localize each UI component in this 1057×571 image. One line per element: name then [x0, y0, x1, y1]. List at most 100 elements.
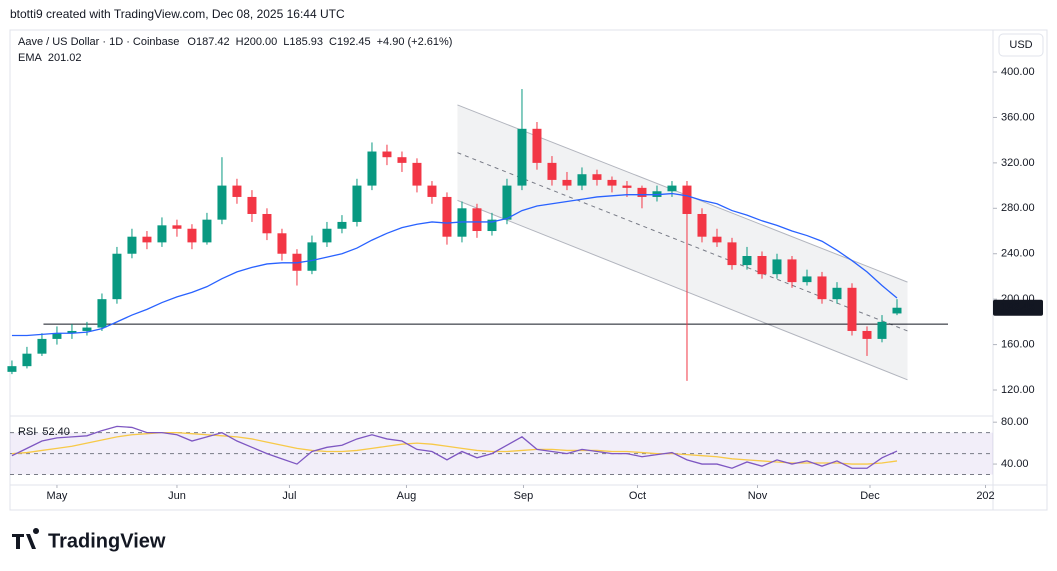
candle-body: [877, 321, 887, 339]
x-tick-label: May: [47, 490, 68, 502]
x-tick-label: Jul: [282, 490, 296, 502]
candle-body: [247, 196, 257, 214]
candle-body: [682, 185, 692, 214]
candle-body: [667, 185, 677, 192]
candle-body: [352, 185, 362, 222]
ohlc-letter: O: [187, 36, 196, 48]
logo-mark: [12, 527, 40, 549]
candle-body: [832, 287, 842, 300]
y-tick-label: 320.00: [1001, 157, 1035, 169]
currency-button[interactable]: [998, 33, 1044, 57]
candle-body: [262, 213, 272, 234]
ohlc-letter: H: [236, 36, 244, 48]
ema-name: EMA: [18, 52, 43, 64]
frame: [9, 29, 1048, 511]
candle-body: [757, 256, 767, 275]
candle-body: [502, 185, 512, 220]
ohlc-letter: C: [329, 36, 337, 48]
candle-body: [727, 242, 737, 266]
y-tick-label: 240.00: [1001, 248, 1035, 260]
candle-body: [607, 179, 617, 186]
channel-mid: [457, 152, 908, 332]
x-tick-label: Oct: [629, 490, 646, 502]
candle-body: [862, 330, 872, 339]
rsi-value: 52.40: [42, 426, 70, 438]
rsi-name: RSI: [18, 426, 36, 438]
candle-body: [277, 233, 287, 254]
y-tick-label: 400.00: [1001, 66, 1035, 78]
credit: btotti9 created with TradingView.com, De…: [10, 7, 345, 21]
candle-body: [127, 236, 137, 254]
candle-body: [487, 219, 497, 232]
candle-body: [892, 307, 902, 314]
candle-body: [562, 179, 572, 186]
candle-body: [202, 219, 212, 243]
candle-body: [52, 333, 62, 339]
candle-body: [592, 174, 602, 180]
candle-body: [847, 287, 857, 331]
channel-fill: [457, 104, 908, 380]
change: +4.90 (+2.61%): [377, 36, 453, 48]
candle-body: [172, 225, 182, 229]
candle-body: [412, 162, 422, 186]
brand-name: TradingView: [48, 530, 166, 552]
rsi-y-tick-label: 40.00: [1001, 458, 1029, 470]
y-tick-label: 280.00: [1001, 202, 1035, 214]
candle-body: [37, 338, 47, 354]
candle-body: [97, 299, 107, 328]
candle-body: [427, 185, 437, 197]
candle-body: [637, 187, 647, 197]
candle-body: [22, 353, 32, 367]
candle-body: [397, 157, 407, 163]
channel-upper: [457, 104, 908, 283]
rsi-line: [11, 425, 898, 469]
legend: Aave / US Dollar · 1D · Coinbase O 187.42 H…: [18, 36, 452, 64]
y-tick-label: 120.00: [1001, 384, 1035, 396]
x-tick-label: Dec: [860, 490, 880, 502]
candle-body: [7, 366, 17, 372]
candle-body: [622, 185, 632, 188]
candle-body: [742, 256, 752, 266]
x-tick-label: Nov: [748, 490, 768, 502]
ema-value: 201.02: [48, 52, 82, 64]
currency-label[interactable]: USD: [1009, 39, 1032, 51]
x-tick-label: 202: [976, 490, 994, 502]
candle-body: [82, 327, 92, 331]
x-tick-label: Sep: [514, 490, 534, 502]
candle-body: [322, 228, 332, 243]
candle-body: [187, 228, 197, 243]
price-tag: [993, 299, 1043, 316]
brand-logo: TradingView: [12, 527, 166, 552]
candle-body: [787, 259, 797, 283]
rsi-y-tick-label: 80.00: [1001, 416, 1029, 428]
ohlc-value: 187.42: [196, 36, 230, 48]
candle-body: [112, 253, 122, 300]
candle-body: [307, 242, 317, 271]
candle-body: [367, 151, 377, 186]
ohlc-value: 185.93: [289, 36, 323, 48]
candle-body: [442, 196, 452, 237]
candle-body: [157, 225, 167, 243]
y-tick-label: 160.00: [1001, 338, 1035, 350]
ema-line: [11, 192, 898, 337]
candle-body: [547, 162, 557, 180]
candle-body: [382, 151, 392, 158]
candle-body: [472, 208, 482, 232]
candle-body: [817, 276, 827, 300]
candle-body: [802, 276, 812, 283]
candle-body: [697, 213, 707, 237]
ohlc-letter: L: [283, 36, 289, 48]
candle-body: [517, 128, 527, 186]
candle-body: [337, 221, 347, 229]
y-tick-label: 360.00: [1001, 111, 1035, 123]
candle-body: [67, 330, 77, 334]
candle-body: [532, 128, 542, 163]
symbol: Aave / US Dollar · 1D · Coinbase: [18, 36, 179, 48]
candle-body: [577, 174, 587, 186]
candle-body: [232, 185, 242, 197]
price-tag-label: 192.45: [1001, 302, 1035, 314]
candle-body: [772, 259, 782, 275]
candle-body: [142, 236, 152, 243]
